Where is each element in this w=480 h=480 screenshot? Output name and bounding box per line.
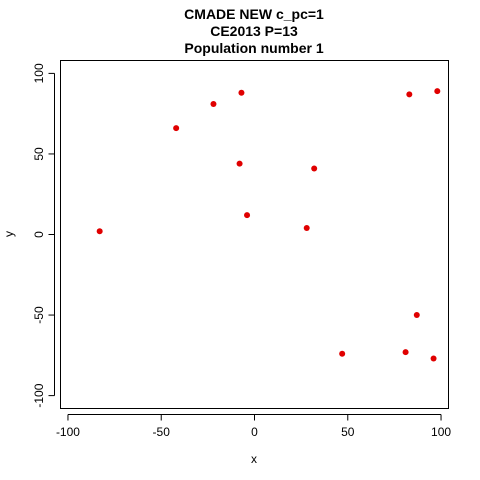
data-points xyxy=(97,88,441,361)
y-tick-label: 50 xyxy=(32,147,46,161)
data-point xyxy=(414,312,420,318)
x-tick-label: -100 xyxy=(56,425,80,439)
y-tick-label: 0 xyxy=(32,231,46,238)
x-axis-label: x xyxy=(251,452,257,466)
y-axis-label: y xyxy=(2,231,16,237)
y-tick-label: -100 xyxy=(32,383,46,407)
data-point xyxy=(238,90,244,96)
data-point xyxy=(173,125,179,131)
x-tick-label: -50 xyxy=(153,425,171,439)
y-axis: -100 -50 0 50 100 xyxy=(32,63,54,408)
data-point xyxy=(210,101,216,107)
chart-title-line-3: Population number 1 xyxy=(184,40,323,56)
chart-title-line-1: CMADE NEW c_pc=1 xyxy=(184,6,324,22)
data-point xyxy=(237,161,243,167)
data-point xyxy=(244,212,250,218)
chart-title-line-2: CE2013 P=13 xyxy=(210,23,298,39)
data-point xyxy=(406,91,412,97)
data-point xyxy=(311,165,317,171)
data-point xyxy=(339,351,345,357)
data-point xyxy=(304,225,310,231)
data-point xyxy=(403,349,409,355)
data-point xyxy=(434,88,440,94)
data-point xyxy=(97,228,103,234)
x-axis: -100 -50 0 50 100 xyxy=(56,415,451,440)
x-tick-label: 100 xyxy=(431,425,451,439)
data-point xyxy=(431,356,437,362)
x-tick-label: 50 xyxy=(341,425,355,439)
x-tick-label: 0 xyxy=(251,425,258,439)
y-tick-label: 100 xyxy=(32,63,46,83)
plot-frame xyxy=(61,61,449,409)
y-tick-label: -50 xyxy=(32,306,46,324)
